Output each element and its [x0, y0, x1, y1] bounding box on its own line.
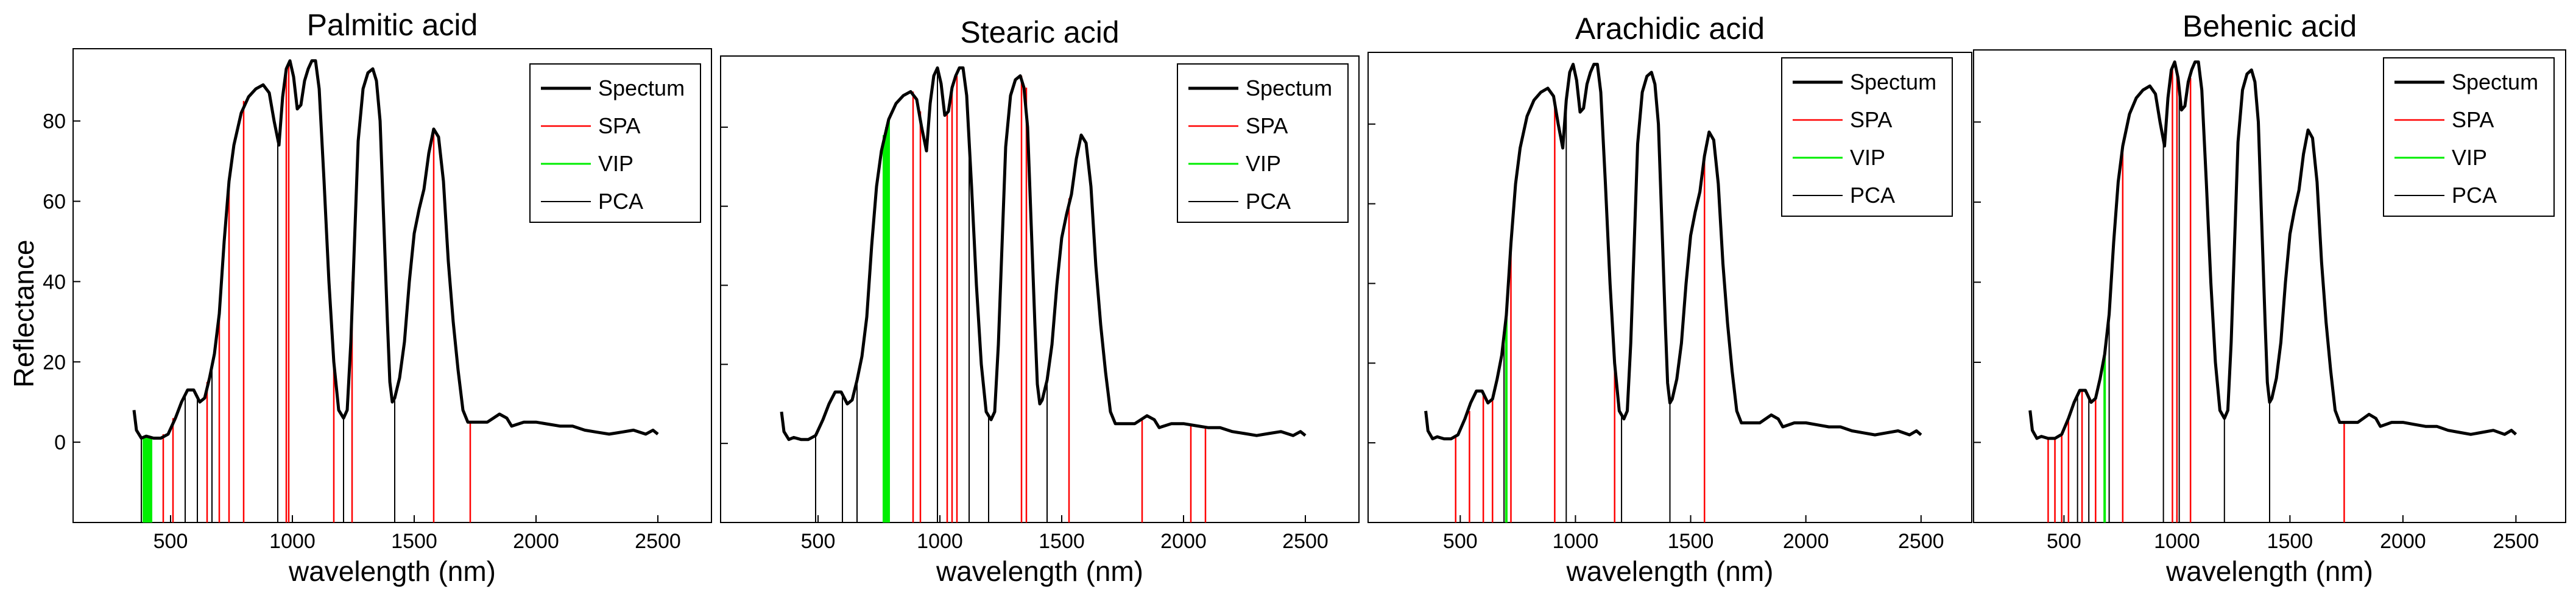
y-tick-label: 60: [43, 191, 66, 214]
legend-label: Spectum: [2452, 69, 2538, 94]
legend-label: PCA: [2452, 183, 2497, 208]
legend-label: SPA: [598, 113, 640, 138]
legend-label: SPA: [2452, 107, 2494, 132]
legend-label: PCA: [1246, 189, 1291, 214]
x-tick-label: 1000: [1553, 530, 1599, 553]
shared-y-axis-label: Reflectance: [8, 240, 40, 388]
panel-stearic: Stearic acid 500 1000 1500 2000 2500 wavelengt…: [720, 15, 1360, 587]
x-tick-label: 500: [2047, 530, 2081, 553]
plot-frame: [720, 55, 1360, 523]
legend-label: Spectum: [598, 76, 685, 100]
x-tick-label: 1500: [1668, 530, 1714, 553]
y-tick-label: 20: [43, 351, 66, 374]
legend-label: SPA: [1246, 113, 1288, 138]
legend-label: VIP: [1850, 145, 1885, 170]
x-tick-label: 500: [154, 530, 188, 553]
x-tick-label: 1000: [2154, 530, 2200, 553]
x-tick-label: 500: [801, 530, 836, 553]
x-tick-label: 2000: [2380, 530, 2426, 553]
x-tick-label: 1000: [917, 530, 963, 553]
chart-title: Palmitic acid: [307, 8, 478, 42]
legend-label: VIP: [1246, 151, 1281, 176]
x-tick-label: 2500: [635, 530, 681, 553]
x-tick-label: 2000: [513, 530, 559, 553]
x-tick-label: 2000: [1160, 530, 1207, 553]
y-tick-label: 80: [43, 110, 66, 133]
chart-title: Behenic acid: [2183, 9, 2357, 43]
legend-box: [1781, 57, 1953, 217]
x-axis-label: wavelength (nm): [936, 555, 1143, 587]
legend-box: [529, 63, 701, 223]
chart-title: Stearic acid: [960, 15, 1119, 49]
legend-label: Spectum: [1246, 76, 1332, 100]
x-tick-label: 1000: [269, 530, 316, 553]
legend-box: [1177, 63, 1349, 223]
x-tick-label: 1500: [1039, 530, 1085, 553]
legend-label: PCA: [1850, 183, 1895, 208]
x-tick-label: 500: [1443, 530, 1478, 553]
x-axis-label: wavelength (nm): [288, 555, 496, 587]
spectrum-line: [780, 66, 1307, 441]
x-axis-label: wavelength (nm): [2165, 555, 2373, 587]
x-tick-label: 1500: [2267, 530, 2313, 553]
x-tick-label: 2500: [1898, 530, 1944, 553]
legend-label: SPA: [1850, 107, 1892, 132]
x-tick-label: 2500: [2493, 530, 2539, 553]
y-tick-label: 40: [43, 270, 66, 294]
panel-palmitic: Palmitic acid 500 1000 1500 2000 2500 0 20 40 60 8…: [43, 8, 712, 587]
spectrum-line: [2028, 60, 2518, 440]
x-tick-label: 1500: [391, 530, 437, 553]
legend-label: VIP: [2452, 145, 2487, 170]
y-tick-label: 0: [54, 431, 66, 454]
legend-label: VIP: [598, 151, 633, 176]
chart-title: Arachidic acid: [1575, 12, 1765, 46]
plot-frame: [72, 48, 712, 523]
x-tick-label: 2000: [1783, 530, 1829, 553]
panel-arachidic: Arachidic acid 500 1000 1500 2000 2500 wavelen…: [1367, 12, 1972, 587]
spectrum-line: [1424, 63, 1922, 441]
panel-behenic: Behenic acid 500 1000 1500 2000 2500 wavelengt…: [1973, 9, 2566, 587]
legend-label: Spectum: [1850, 69, 1936, 94]
spectrum-line: [132, 59, 659, 440]
legend-box: [2383, 57, 2555, 217]
x-axis-label: wavelength (nm): [1565, 555, 1773, 587]
x-tick-label: 2500: [1282, 530, 1329, 553]
legend-label: PCA: [598, 189, 643, 214]
